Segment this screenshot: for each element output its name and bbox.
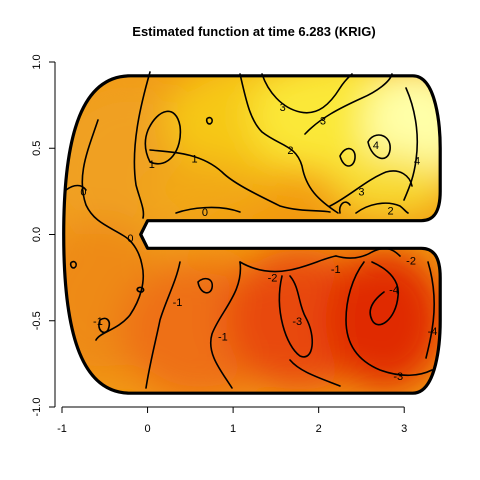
contour-line bbox=[355, 202, 409, 214]
contour-line bbox=[149, 149, 331, 213]
contour-line bbox=[144, 110, 182, 165]
contour-label: 3 bbox=[320, 116, 326, 128]
contour-line bbox=[69, 260, 77, 269]
x-tick-label: 2 bbox=[316, 423, 322, 435]
x-tick-label: 0 bbox=[144, 423, 150, 435]
contour-label: 2 bbox=[287, 145, 293, 157]
contour-label: 0 bbox=[127, 233, 133, 245]
contour-line bbox=[403, 87, 419, 201]
contour-line bbox=[367, 134, 391, 160]
contour-line bbox=[81, 119, 145, 341]
contour-lines bbox=[65, 71, 435, 389]
y-tick-label: -1.0 bbox=[31, 398, 43, 417]
heatmap-blob bbox=[145, 160, 265, 220]
contour-line bbox=[278, 275, 313, 358]
contour-line bbox=[289, 359, 341, 387]
contour-line bbox=[425, 261, 435, 359]
contour-line bbox=[65, 184, 87, 191]
x-tick-label: -1 bbox=[57, 423, 67, 435]
y-tick-label: 0.0 bbox=[31, 227, 43, 242]
contour-label: 0 bbox=[202, 207, 208, 219]
x-axis: -1 0 1 2 3 bbox=[57, 406, 407, 435]
contour-label: 1 bbox=[192, 154, 198, 166]
contour-line bbox=[239, 255, 337, 273]
contour-label: -3 bbox=[393, 371, 403, 383]
contour-label: 0 bbox=[80, 186, 86, 198]
contour-line bbox=[209, 261, 242, 389]
y-tick-label: 0.5 bbox=[31, 141, 43, 156]
contour-line bbox=[304, 73, 393, 135]
y-ticks: -1.0 -0.5 0.0 0.5 1.0 bbox=[31, 54, 55, 416]
contour-line bbox=[345, 261, 433, 377]
chart-title: Estimated function at time 6.283 (KRIG) bbox=[132, 24, 375, 39]
contour-line bbox=[369, 261, 399, 326]
contour-line bbox=[205, 116, 213, 125]
contour-label: 4 bbox=[414, 155, 420, 167]
x-tick-label: 3 bbox=[401, 423, 407, 435]
contour-line bbox=[197, 277, 214, 294]
contour-label: -4 bbox=[428, 326, 438, 338]
contour-line bbox=[339, 147, 356, 167]
contour-line bbox=[261, 73, 353, 114]
y-tick-label: 1.0 bbox=[31, 54, 43, 69]
heatmap-layer bbox=[63, 75, 441, 394]
contour-labels: 3 3 2 1 1 4 4 3 2 0 0 0 -1 -2 -2 -1 -3 -4 -4 -1 -1 -3 bbox=[80, 102, 437, 383]
contour-line bbox=[239, 73, 339, 214]
contour-label: -3 bbox=[292, 316, 302, 328]
contour-label: -2 bbox=[406, 255, 416, 267]
contour-label: -1 bbox=[173, 297, 183, 309]
heatmap-blobs bbox=[63, 75, 441, 394]
x-tick-label: 1 bbox=[230, 423, 236, 435]
heatmap-blob bbox=[325, 250, 441, 390]
contour-line bbox=[335, 247, 401, 259]
contour-label: -4 bbox=[389, 285, 399, 297]
y-axis: -1.0 -0.5 0.0 0.5 1.0 bbox=[31, 54, 56, 416]
contour-line bbox=[98, 317, 111, 334]
contour-label: 3 bbox=[358, 186, 364, 198]
heatmap-blob bbox=[365, 75, 441, 185]
contour-label: -1 bbox=[331, 264, 341, 276]
contour-label: -2 bbox=[268, 273, 278, 285]
domain-boundary bbox=[62, 74, 442, 395]
contour-line bbox=[136, 286, 145, 293]
contour-label: 3 bbox=[280, 102, 286, 114]
y-tick-label: -0.5 bbox=[31, 311, 43, 330]
contour-label: -1 bbox=[218, 331, 228, 343]
contour-label: 2 bbox=[387, 205, 393, 217]
contour-line bbox=[338, 201, 351, 214]
contour-label: 1 bbox=[149, 159, 155, 171]
contour-label: 4 bbox=[373, 140, 379, 152]
heatmap-blob bbox=[330, 155, 441, 215]
contour-label: -1 bbox=[93, 316, 103, 328]
contour-line bbox=[175, 206, 241, 214]
contour-line bbox=[133, 71, 151, 219]
contour-line bbox=[329, 170, 413, 207]
x-ticks: -1 0 1 2 3 bbox=[57, 407, 407, 435]
contour-line bbox=[145, 261, 181, 389]
